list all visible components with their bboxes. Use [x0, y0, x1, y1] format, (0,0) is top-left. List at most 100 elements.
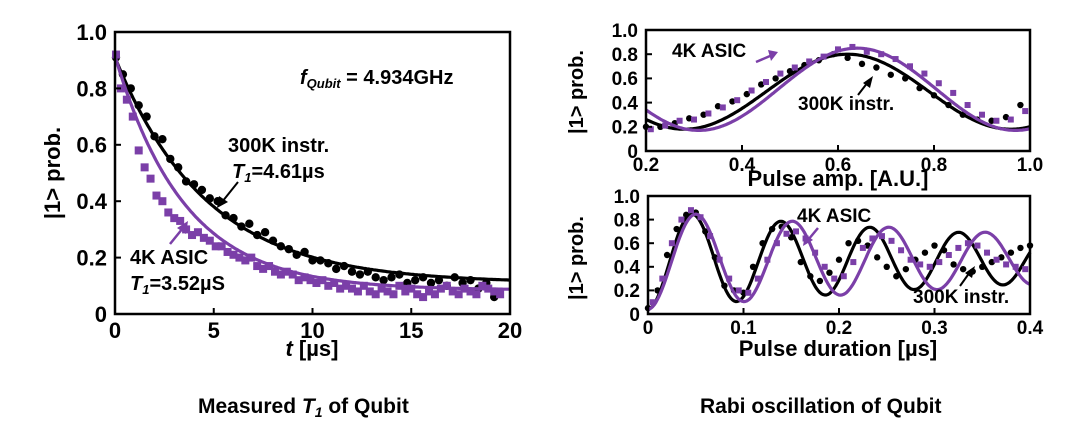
left-caption-main: Measured: [198, 395, 302, 418]
t1-frequency-annotation: fQubit = 4.934GHz: [300, 67, 453, 91]
t1-asic-point: [164, 208, 173, 217]
rabi_dur-asic-point: [687, 207, 694, 214]
rabi_amp-xtick-label: 0.6: [825, 155, 851, 176]
freq-symbol: f: [300, 67, 309, 89]
t1-ytick-label: 0.4: [76, 189, 107, 214]
t1-asic-point: [270, 267, 279, 276]
t1-asic-point: [419, 293, 428, 302]
rabi-amp-asic-label: 4K ASIC: [672, 41, 747, 62]
t1-data-marks: [111, 50, 510, 302]
t1-instr-point: [387, 273, 396, 282]
rabi-dur-instr-label: 300K instr.: [913, 287, 1009, 308]
rabi-dur-ylabel: |1> prob.: [566, 216, 588, 300]
t1-xtick-label: 0: [109, 318, 121, 343]
t1-ytick-label: 1.0: [76, 20, 107, 45]
rabi_dur-xtick-label: 0.1: [730, 318, 757, 339]
t1-asic-point: [342, 281, 351, 290]
rabi_amp-asic-fit-line: [645, 46, 1031, 132]
t1-asic-point: [466, 287, 475, 296]
rabi_dur-ytick-label: 0.4: [614, 258, 641, 279]
rabi_dur-xtick-label: 0.3: [921, 318, 947, 339]
t1-asic-point: [383, 287, 392, 296]
t1-asic-point: [442, 281, 451, 290]
rabi_dur-asic-point: [783, 230, 790, 237]
rabi_dur-asic-point: [1003, 261, 1010, 268]
rabi_amp-asic-point: [907, 63, 913, 70]
t1-xlabel: t [µs]: [285, 336, 338, 361]
rabi_amp-asic-point: [705, 110, 712, 117]
rabi_amp-instr-point: [758, 81, 765, 88]
rabi_dur-asic-point: [917, 261, 924, 268]
rabi-amp-data-marks: [642, 43, 1031, 133]
t1-instr-fit-line: [113, 56, 510, 282]
rabi_amp-instr-point: [772, 75, 779, 82]
rabi_amp-instr-point: [1002, 113, 1010, 121]
t1-asic-point: [365, 287, 374, 296]
t1-asic-point: [134, 146, 143, 155]
rabi_dur-asic-fit-line: [647, 212, 1031, 311]
rabi_amp-instr-point: [743, 90, 750, 98]
t1-instr-label-t1: T1=4.61µs: [232, 161, 325, 185]
t1-chart: 0 5 10 15 20 0 0.2 0.4 0.6 0.8 1.0 |1> prob. t [µs…: [40, 20, 522, 361]
rabi_amp-ytick-label: 0.6: [612, 69, 638, 90]
left-caption-subscript: 1: [314, 404, 323, 420]
rabi_amp-asic-point: [676, 117, 683, 124]
t1-asic-point: [217, 242, 226, 251]
rabi_dur-instr-point: [874, 254, 881, 261]
rabi_amp-instr-point: [729, 98, 736, 105]
t1-instr-point: [347, 267, 357, 276]
t1-instr-point: [158, 134, 167, 144]
rabi_dur-asic-point: [936, 259, 943, 266]
rabi-dur-chart: 0 0.1 0.2 0.3 0.400.20.40.60.81.0 |1> prob. …: [566, 187, 1044, 361]
t1-asic-point: [223, 247, 232, 256]
rabi_dur-instr-point: [826, 269, 833, 276]
rabi_amp-asic-point: [863, 48, 870, 55]
t1-xtick-label: 5: [208, 318, 220, 343]
rabi_amp-asic-point: [1007, 116, 1014, 123]
t1-asic-point: [336, 284, 345, 293]
rabi_dur-xtick-label: 0.4: [1017, 318, 1044, 339]
rabi_amp-instr-point: [873, 64, 880, 71]
rabi_amp-asic-point: [662, 122, 669, 129]
rabi_dur-asic-point: [735, 287, 742, 294]
rabi-dur-xlabel: Pulse duration [µs]: [739, 336, 937, 361]
rabi_amp-asic-point: [777, 70, 784, 77]
rabi_amp-asic-point: [734, 97, 741, 104]
t1-instr-point: [355, 270, 365, 279]
t1-instr-point: [411, 275, 420, 285]
rabi_amp-asic-point: [950, 89, 957, 96]
t1-asic-point: [158, 197, 167, 206]
t1-asic-point: [170, 214, 179, 223]
rabi_dur-instr-point: [1017, 244, 1024, 252]
rabi-dur-asic-arrowhead: [803, 234, 813, 246]
rabi_amp-asic-point: [1022, 108, 1029, 115]
rabi_dur-instr-point: [816, 277, 824, 285]
rabi_amp-asic-point: [691, 116, 697, 123]
rabi-amp-asic-arrow: [755, 54, 771, 64]
rabi_dur-ytick-label: 0.6: [614, 234, 640, 255]
rabi_amp-asic-point: [993, 117, 1000, 124]
rabi_dur-ytick-label: 1.0: [614, 187, 640, 208]
rabi_dur-xtick-label: 0.2: [826, 318, 852, 339]
rabi_amp-asic-point: [935, 80, 942, 87]
t1-asic-point: [288, 270, 297, 279]
rabi_amp-instr-point: [844, 54, 851, 62]
rabi_amp-instr-point: [988, 117, 995, 124]
rabi_dur-asic-point: [773, 240, 780, 247]
rabi_dur-asic-point: [907, 256, 914, 263]
t1-asic-point: [193, 228, 202, 237]
rabi_dur-asic-point: [984, 249, 991, 256]
t1-instr-point: [245, 219, 254, 228]
t1-asic-point: [152, 191, 161, 200]
rabi-dur-axis-ticks: 0 0.1 0.2 0.3 0.400.20.40.60.81.0: [614, 187, 1044, 339]
t1-xlabel-symbol: t: [285, 336, 294, 361]
rabi_amp-ytick-label: 1.0: [612, 21, 638, 42]
rabi-amp-instr-label: 300K instr.: [798, 94, 894, 115]
rabi_dur-instr-point: [931, 242, 938, 249]
t1-asic-point: [425, 287, 434, 296]
t1-asic-value: =3.52µS: [149, 273, 224, 295]
rabi_amp-asic-point: [979, 111, 985, 118]
rabi_amp-instr-point: [714, 103, 722, 110]
rabi_amp-asic-point: [748, 87, 755, 94]
t1-asic-arrow: [169, 227, 184, 245]
